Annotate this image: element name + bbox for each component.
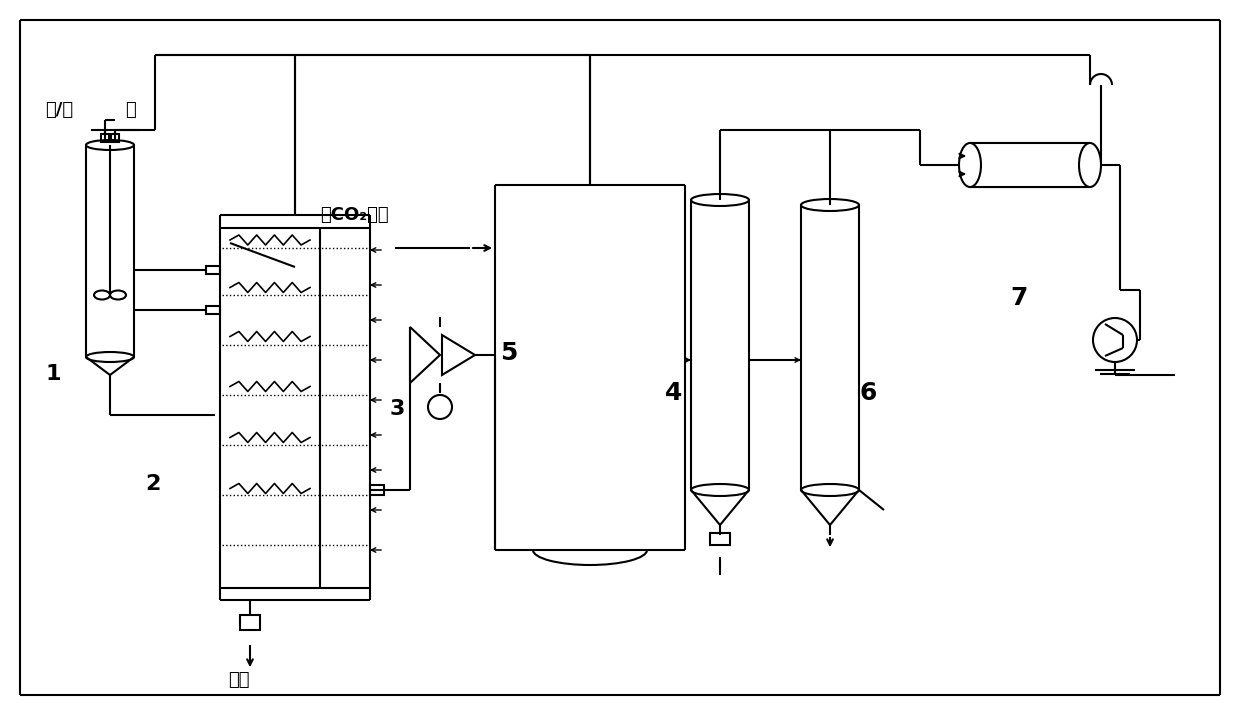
Text: 1: 1 [45, 364, 61, 384]
Text: 2: 2 [145, 474, 160, 494]
Text: 3: 3 [391, 399, 405, 419]
Bar [711, 533, 730, 545]
Bar [370, 485, 384, 495]
Text: 酸/醇: 酸/醇 [45, 101, 73, 119]
Ellipse shape [959, 143, 981, 187]
Text: 接CO₂气柜: 接CO₂气柜 [320, 206, 388, 224]
Ellipse shape [1079, 143, 1101, 187]
Text: 6: 6 [861, 381, 878, 405]
Bar [206, 306, 219, 314]
Bar [241, 615, 260, 630]
Text: 7: 7 [1011, 286, 1028, 310]
Text: 产品: 产品 [228, 671, 249, 689]
Bar [206, 266, 219, 274]
Text: 醇: 醇 [125, 101, 135, 119]
Text: 4: 4 [665, 381, 682, 405]
Bar [970, 143, 1090, 187]
Text: 5: 5 [500, 341, 517, 365]
